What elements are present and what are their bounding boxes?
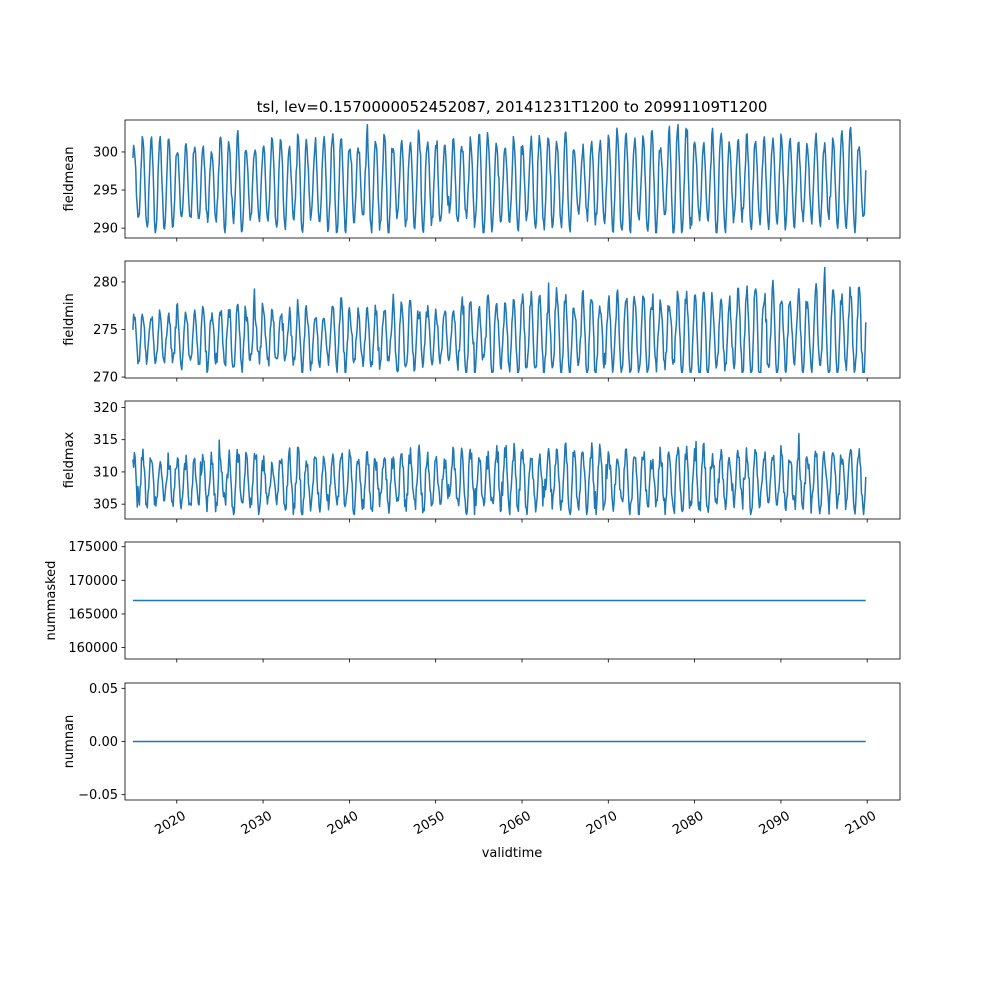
y-tick-label-fieldmin: 270 — [93, 371, 118, 386]
y-tick-label-fieldmin: 275 — [93, 323, 118, 338]
axes-frame-fieldmean — [124, 119, 901, 239]
subplot-fieldmin: 270 275 280 fieldmin — [62, 260, 901, 386]
figure-title: tsl, lev=0.1570000052452087, 20141231T12… — [257, 98, 768, 116]
axes-frame-fieldmax — [124, 400, 901, 520]
y-axis-label-fieldmax: fieldmax — [62, 432, 77, 489]
y-tick-label-fieldmean: 295 — [93, 184, 118, 199]
y-tick-label-fieldmax: 315 — [93, 433, 118, 448]
y-axis-label-fieldmin: fieldmin — [62, 293, 77, 346]
series-line-fieldmax — [132, 432, 867, 516]
subplot-fieldmax: 305 310 315 320 fieldmax — [62, 400, 901, 523]
y-axis-label-fieldmean: fieldmean — [62, 147, 77, 212]
y-tick-label-nummasked: 165000 — [68, 607, 118, 622]
subplot-fieldmean: 290 295 300 fieldmean — [62, 119, 901, 242]
y-tick-label-fieldmean: 300 — [93, 145, 118, 160]
axes-frame-nummasked — [124, 541, 901, 660]
y-tick-label-fieldmax: 310 — [93, 465, 118, 480]
y-tick-label-numnan: 0.05 — [89, 682, 118, 697]
y-tick-label-fieldmax: 320 — [93, 401, 118, 416]
y-tick-label-fieldmax: 305 — [93, 498, 118, 513]
y-tick-label-numnan: −0.05 — [78, 788, 118, 803]
y-tick-label-fieldmin: 280 — [93, 275, 118, 290]
axes-frame-fieldmin — [124, 260, 901, 379]
y-tick-label-nummasked: 160000 — [68, 641, 118, 656]
y-tick-label-nummasked: 175000 — [68, 540, 118, 555]
series-line-fieldmean — [132, 123, 867, 234]
y-tick-label-fieldmean: 290 — [93, 222, 118, 237]
y-axis-label-numnan: numnan — [62, 715, 77, 769]
subplot-nummasked: 160000 165000 170000 175000 nummasked — [44, 540, 901, 663]
x-axis-label: validtime — [482, 846, 543, 861]
y-tick-label-numnan: 0.00 — [89, 735, 118, 750]
y-tick-label-nummasked: 170000 — [68, 574, 118, 589]
series-line-fieldmin — [132, 266, 867, 374]
y-axis-label-nummasked: nummasked — [44, 561, 59, 641]
